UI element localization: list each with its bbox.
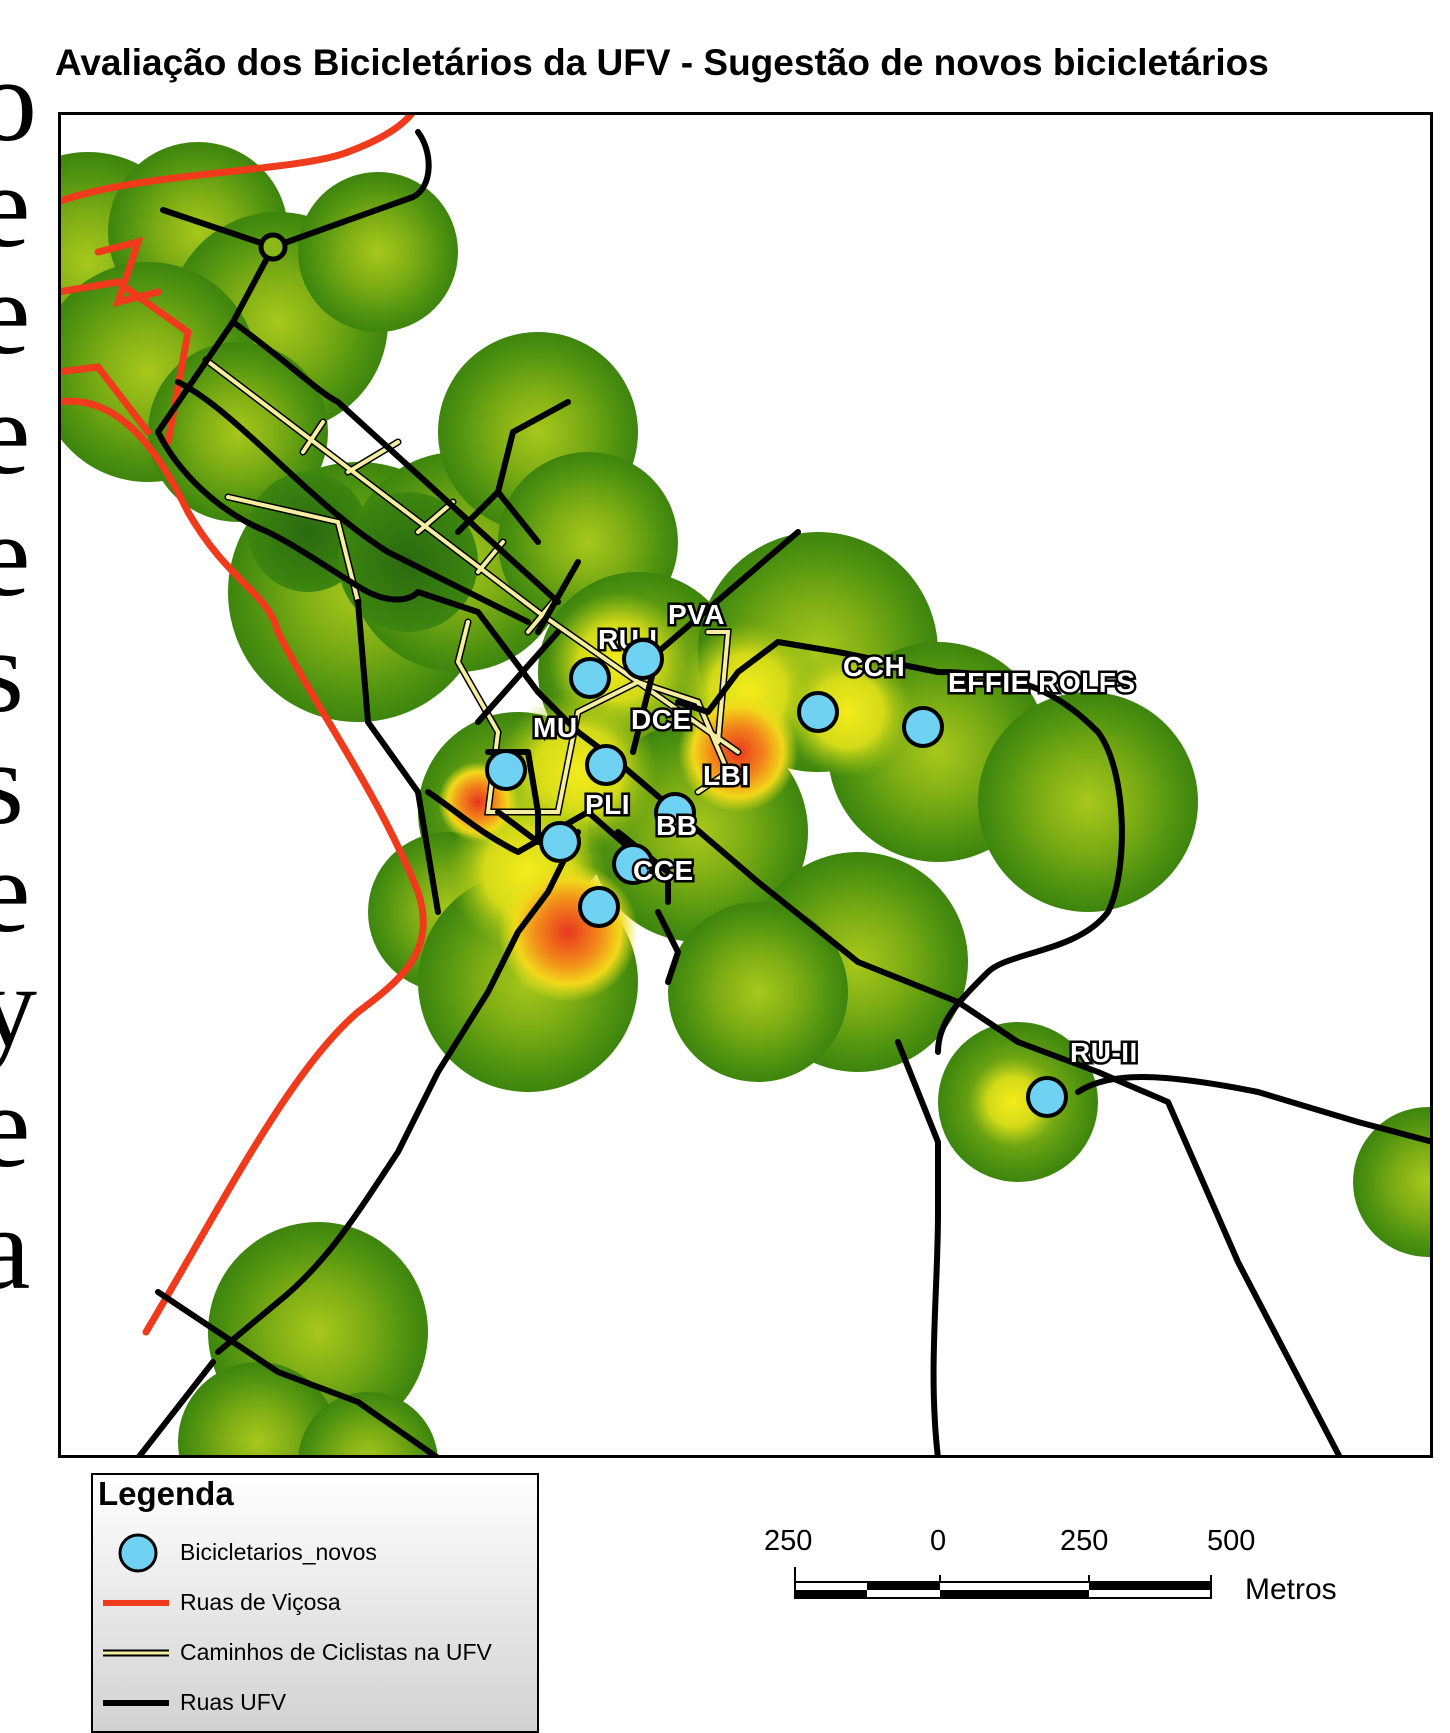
point-ru-ii[interactable]: RU-II [1026,1035,1140,1118]
point-label-mu: MU [533,712,578,743]
side-text-char: e [0,368,31,499]
legend-label: Bicicletarios_novos [180,1539,377,1565]
side-text-char: e [0,248,31,379]
red-line-symbol-icon [103,1600,169,1606]
point-dce[interactable]: DCE [585,702,694,786]
scale-tick-label: 500 [1207,1525,1256,1557]
side-text-char: s [0,606,24,737]
scale-tick-label: 0 [930,1525,947,1557]
legend-item-roads-ufv: Ruas UFV [93,1681,539,1725]
legend-item-bike-racks: Bicicletarios_novos [93,1531,539,1575]
scale-unit: Metros [1245,1573,1337,1606]
point-label-cce: CCE [633,855,694,886]
yellow-line-symbol-icon [103,1649,169,1657]
point-mu[interactable]: MU [485,710,580,791]
point-pva[interactable]: PVA [622,597,727,680]
legend-title: Legenda [98,1475,234,1512]
side-text-char: a [0,1183,31,1314]
bike-rack-symbol-icon [118,1533,158,1573]
point-bb[interactable]: BB [654,792,699,844]
point-label-lbi: LBI [703,760,750,791]
scale-tick-label: 250 [764,1525,813,1557]
bike-rack-points: RU-I PVA CCH EFFIE ROLFS MU DCE LBI PLI [485,597,1140,1118]
side-text-char: y [0,941,37,1072]
black-line-symbol-icon [103,1700,169,1706]
legend-label: Ruas de Viçosa [180,1589,341,1615]
side-text-char: s [0,718,24,849]
point-label-pli: PLI [585,789,630,820]
map-title: Avaliação dos Bicicletários da UFV - Sug… [55,42,1269,83]
roads-vicosa [60,114,427,1336]
map-legend: Legenda Bicicletarios_novos Ruas de Viço… [91,1473,539,1733]
point-label-pva: PVA [668,599,725,630]
map-border [58,112,1433,1458]
side-text-char: o [0,35,37,166]
side-text-char: e [0,1061,31,1192]
legend-item-roads-vicosa: Ruas de Viçosa [93,1581,539,1625]
point-lbi: LBI [701,758,752,794]
point-cch[interactable]: CCH [797,649,907,733]
point-label-ru-ii: RU-II [1070,1037,1138,1068]
scale-tick-label: 250 [1060,1525,1109,1557]
point-effie-rolfs[interactable]: EFFIE ROLFS [902,665,1138,748]
point-cce[interactable]: CCE [578,843,696,928]
legend-item-bike-paths: Caminhos de Ciclistas na UFV [93,1631,539,1675]
side-text-char: e [0,141,31,272]
point-pli[interactable]: PLI [539,787,632,863]
side-text-char: e [0,490,31,621]
map-frame[interactable]: RU-I PVA CCH EFFIE ROLFS MU DCE LBI PLI [58,112,1433,1458]
point-label-bb: BB [656,810,697,841]
point-label-cch: CCH [843,651,905,682]
point-label-dce: DCE [631,704,692,735]
legend-label: Ruas UFV [180,1689,287,1715]
point-label-effie-rolfs: EFFIE ROLFS [948,667,1136,698]
side-text-char: e [0,826,31,957]
legend-label: Caminhos de Ciclistas na UFV [180,1639,492,1665]
density-surface [60,142,1431,1456]
scale-bar-graphic [794,1567,1212,1599]
